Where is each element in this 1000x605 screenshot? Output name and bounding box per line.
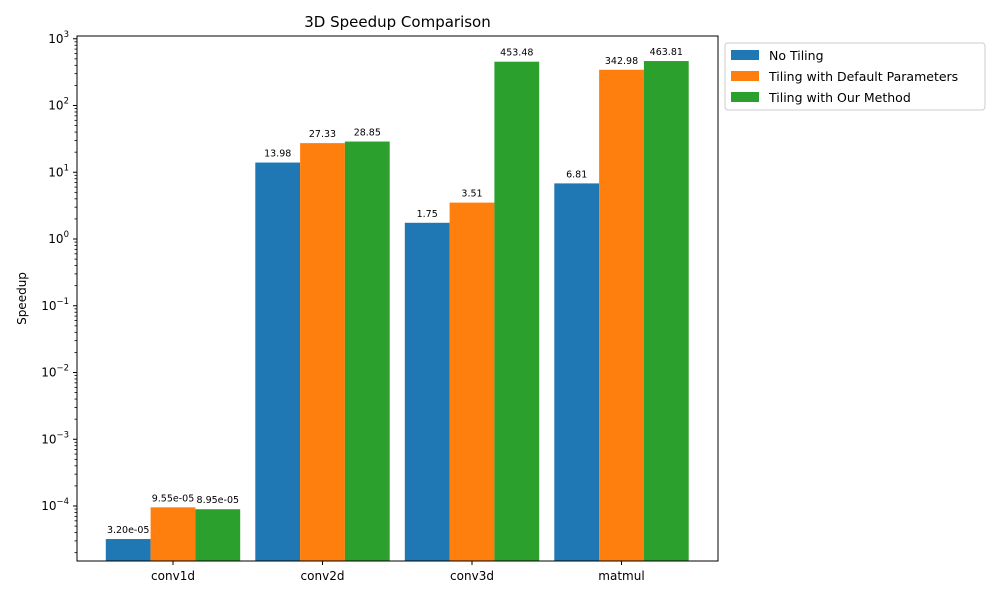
- x-tick-label: conv1d: [151, 569, 195, 583]
- bar: [105, 539, 151, 561]
- y-tick-label: 101: [48, 163, 69, 179]
- bar: [554, 183, 600, 562]
- y-axis: 10−4 10−3 10−2 10−1 100 101 102 103: [41, 30, 77, 554]
- y-tick-label: 103: [48, 30, 69, 46]
- bar: [150, 507, 196, 561]
- data-label: 342.98: [605, 56, 638, 67]
- bar: [449, 202, 495, 561]
- chart-title: 3D Speedup Comparison: [304, 13, 491, 31]
- data-label: 28.85: [354, 128, 381, 139]
- legend-label: No Tiling: [769, 48, 824, 63]
- bar: [599, 69, 644, 561]
- plot-area-frame: [76, 35, 719, 562]
- bar: [643, 61, 689, 562]
- y-tick-label: 10−4: [41, 497, 69, 513]
- data-labels-layer: 3.20e-05 9.55e-05 8.95e-05 13.98 27.33 28.85 1…: [107, 47, 683, 536]
- legend-frame: [724, 42, 986, 111]
- legend-swatch: [731, 92, 759, 102]
- x-tick-label: conv3d: [450, 569, 494, 583]
- bar: [494, 61, 540, 562]
- data-label: 463.81: [650, 47, 683, 58]
- bars-layer: [105, 61, 689, 562]
- y-tick-label: 10−3: [41, 430, 69, 446]
- legend-label: Tiling with Our Method: [768, 90, 911, 105]
- legend-swatch: [731, 50, 759, 60]
- bar: [344, 141, 390, 561]
- legend: No Tiling Tiling with Default Parameters T…: [724, 42, 986, 111]
- x-axis: conv1d conv2d conv3d matmul: [151, 561, 645, 583]
- data-label: 3.51: [461, 189, 482, 200]
- data-label: 27.33: [309, 129, 336, 140]
- y-tick-label: 10−1: [41, 297, 69, 313]
- y-tick-label: 102: [48, 97, 69, 113]
- bar: [255, 162, 301, 561]
- bar: [300, 143, 345, 561]
- data-label: 6.81: [566, 169, 587, 180]
- legend-label: Tiling with Default Parameters: [768, 69, 958, 84]
- y-axis-label: Speedup: [15, 272, 29, 325]
- y-tick-label: 100: [48, 230, 69, 246]
- bar: [195, 509, 241, 561]
- data-label: 13.98: [264, 149, 291, 160]
- data-label: 3.20e-05: [107, 525, 150, 536]
- bar: [404, 222, 450, 561]
- data-label: 453.48: [500, 48, 533, 59]
- data-label: 1.75: [417, 209, 438, 220]
- x-tick-label: matmul: [598, 569, 644, 583]
- data-label: 8.95e-05: [197, 495, 240, 506]
- x-tick-label: conv2d: [301, 569, 345, 583]
- y-tick-label: 10−2: [41, 364, 69, 380]
- legend-swatch: [731, 71, 759, 81]
- data-label: 9.55e-05: [152, 493, 195, 504]
